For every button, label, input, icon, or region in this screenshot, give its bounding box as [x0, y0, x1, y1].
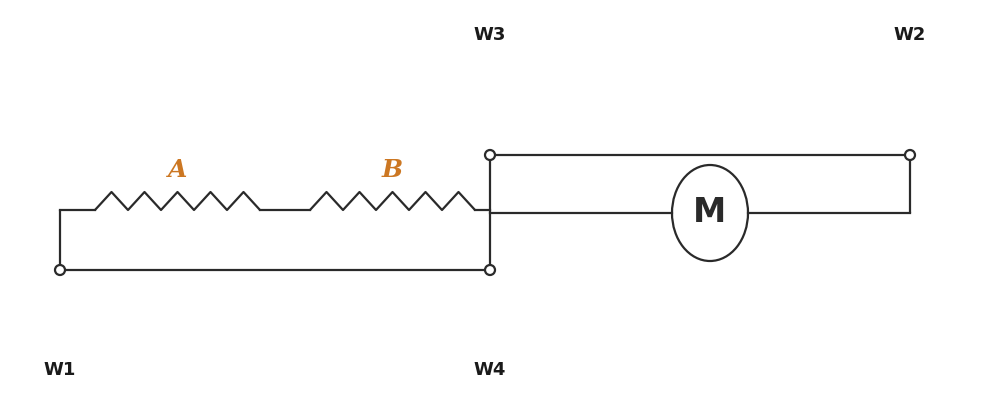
Circle shape	[905, 150, 915, 160]
Text: B: B	[382, 158, 403, 182]
Circle shape	[55, 265, 65, 275]
Circle shape	[485, 265, 495, 275]
Text: A: A	[168, 158, 187, 182]
Text: M: M	[693, 197, 727, 230]
Text: W2: W2	[894, 26, 926, 44]
Text: W1: W1	[44, 361, 76, 379]
Text: W3: W3	[474, 26, 506, 44]
Circle shape	[485, 150, 495, 160]
Text: W4: W4	[474, 361, 506, 379]
